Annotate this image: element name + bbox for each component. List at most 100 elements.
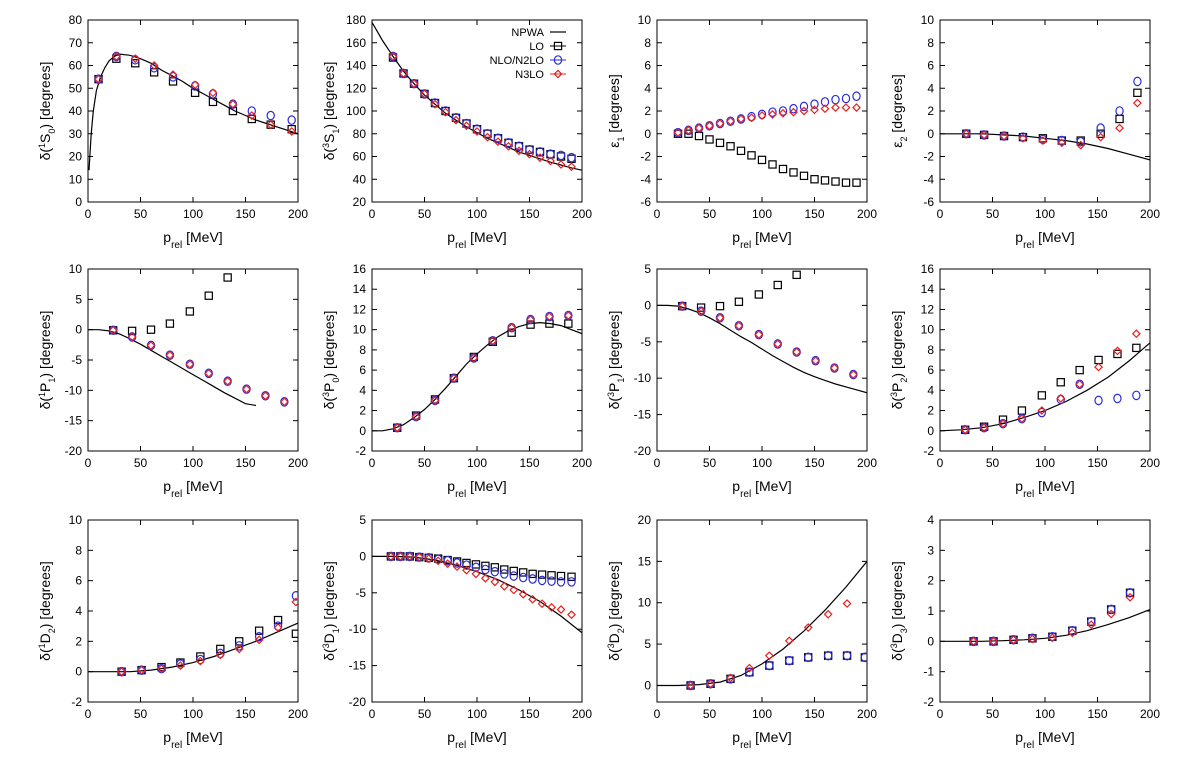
data-point-n3lo-3 bbox=[1027, 634, 1037, 644]
data-point-n3lo-2 bbox=[157, 664, 166, 674]
data-point-n3lo-0 bbox=[673, 128, 683, 138]
y-tick-label: 0 bbox=[644, 678, 651, 692]
data-point-n3lo-1 bbox=[979, 423, 989, 433]
legend: NPWA LO NLO/N2LO N3LO bbox=[490, 27, 566, 81]
y-tick-label: 8 bbox=[359, 343, 366, 357]
data-point-lo-5 bbox=[726, 142, 735, 151]
data-point-n3lo-4 bbox=[430, 99, 440, 109]
y-tick-label: -2 bbox=[355, 444, 366, 458]
data-point-lo-2 bbox=[694, 131, 704, 141]
x-tick-label: 0 bbox=[937, 707, 944, 721]
data-point-n3lo-0 bbox=[961, 129, 971, 139]
data-point-n3lo-16 bbox=[841, 103, 851, 113]
series-nlo-n2lo bbox=[108, 325, 289, 407]
y-tick-label: 0 bbox=[644, 127, 651, 141]
x-axis-label: prel [MeV] bbox=[1015, 229, 1074, 251]
y-tick-label: 0 bbox=[75, 665, 82, 679]
data-point-lo-2 bbox=[715, 301, 725, 311]
data-point-n3lo-4 bbox=[168, 70, 178, 80]
data-point-n3lo-0 bbox=[677, 301, 687, 311]
y-tick-label: 0 bbox=[927, 127, 934, 141]
y-tick-label: 0 bbox=[359, 549, 366, 563]
data-point-lo-4 bbox=[1037, 391, 1047, 400]
data-point-lo-10 bbox=[481, 561, 490, 571]
series-lo bbox=[673, 129, 861, 187]
data-point-n3lo-2 bbox=[715, 313, 725, 323]
y-tick-label: -20 bbox=[634, 444, 652, 458]
y-tick-label: 6 bbox=[644, 59, 651, 73]
x-tick-label: 150 bbox=[1087, 207, 1107, 221]
y-tick-label: 6 bbox=[359, 363, 366, 377]
panel-5: 0 50 100 150 200 -20 -15 -10 -5 0 5 10 prel [MeV] δ(1… bbox=[37, 262, 308, 500]
data-point-n3lo-9 bbox=[483, 132, 492, 142]
data-point-lo-16 bbox=[537, 570, 547, 579]
x-tick-label: 150 bbox=[804, 707, 824, 721]
data-point-n3lo-10 bbox=[480, 573, 490, 583]
data-point-lo-legend bbox=[553, 41, 563, 51]
data-point-nlo-n2lo-legend bbox=[553, 55, 563, 65]
x-tick-label: 200 bbox=[288, 207, 308, 221]
data-point-n3lo-4 bbox=[754, 330, 764, 339]
data-point-n3lo-2 bbox=[430, 395, 440, 405]
x-tick-label: 100 bbox=[1035, 207, 1055, 221]
plot-frame bbox=[87, 268, 299, 452]
x-tick-label: 200 bbox=[1140, 207, 1160, 221]
data-point-n3lo-0 bbox=[94, 74, 103, 84]
data-point-lo-17 bbox=[852, 178, 861, 187]
x-tick-label: 100 bbox=[467, 207, 487, 221]
legend-label: N3LO bbox=[515, 69, 544, 81]
data-point-nlo-n2lo-6 bbox=[1086, 616, 1096, 627]
x-tick-label: 50 bbox=[986, 456, 1000, 470]
data-point-n3lo-1 bbox=[111, 51, 121, 61]
data-point-nlo-n2lo-10 bbox=[778, 106, 788, 116]
data-point-n3lo-9 bbox=[563, 311, 573, 320]
plot-frame bbox=[371, 519, 583, 703]
data-point-nlo-n2lo-12 bbox=[799, 101, 809, 112]
data-point-nlo-n2lo-11 bbox=[490, 566, 500, 577]
data-point-lo-19 bbox=[567, 572, 576, 581]
series-n3lo bbox=[686, 599, 852, 690]
x-tick-label: 0 bbox=[369, 207, 376, 221]
y-tick-label: 180 bbox=[346, 13, 366, 27]
y-axis-label: δ(1S0) [degrees] bbox=[37, 62, 57, 161]
data-point-n3lo-16 bbox=[537, 599, 547, 609]
x-tick-label: 200 bbox=[572, 707, 592, 721]
x-tick-label: 150 bbox=[235, 456, 255, 470]
y-tick-label: -4 bbox=[923, 172, 934, 186]
data-point-n3lo-5 bbox=[215, 650, 225, 660]
data-point-n3lo-9 bbox=[1131, 329, 1141, 339]
data-point-nlo-n2lo-13 bbox=[810, 99, 819, 109]
data-point-n3lo-6 bbox=[1076, 140, 1086, 150]
data-point-lo-13 bbox=[509, 566, 518, 576]
y-axis-label: δ(3P0) [degrees] bbox=[321, 311, 341, 410]
data-point-lo-6 bbox=[792, 270, 801, 280]
series-n3lo bbox=[108, 325, 289, 407]
x-axis-label: prel [MeV] bbox=[447, 229, 506, 251]
data-point-n3lo-4 bbox=[185, 359, 195, 369]
x-tick-label: 50 bbox=[703, 456, 717, 470]
data-point-n3lo-0 bbox=[686, 681, 696, 690]
y-tick-label: -5 bbox=[355, 586, 366, 600]
data-point-n3lo-3 bbox=[149, 61, 159, 70]
x-tick-label: 50 bbox=[986, 207, 1000, 221]
data-point-n3lo-6 bbox=[223, 376, 233, 386]
y-axis-label: ε1 [degrees] bbox=[606, 74, 626, 148]
data-point-n3lo-legend bbox=[553, 69, 563, 79]
y-axis-label: ε2 [degrees] bbox=[889, 74, 909, 148]
y-tick-label: -1 bbox=[923, 665, 934, 679]
data-point-n3lo-5 bbox=[441, 107, 450, 117]
y-tick-label: 6 bbox=[75, 574, 82, 588]
data-point-nlo-n2lo-7 bbox=[823, 650, 833, 661]
data-point-n3lo-8 bbox=[472, 127, 482, 136]
data-point-n3lo-7 bbox=[747, 113, 756, 123]
data-point-n3lo-8 bbox=[842, 599, 852, 609]
y-tick-label: 10 bbox=[638, 596, 652, 610]
y-tick-label: 10 bbox=[921, 13, 935, 27]
y-tick-label: 0 bbox=[359, 424, 366, 438]
data-point-n3lo-12 bbox=[514, 146, 524, 156]
data-point-lo-7 bbox=[254, 626, 264, 635]
series-lo bbox=[960, 343, 1141, 434]
data-point-n3lo-4 bbox=[1038, 136, 1048, 146]
data-point-n3lo-14 bbox=[518, 589, 528, 599]
y-tick-label: 5 bbox=[75, 292, 82, 306]
